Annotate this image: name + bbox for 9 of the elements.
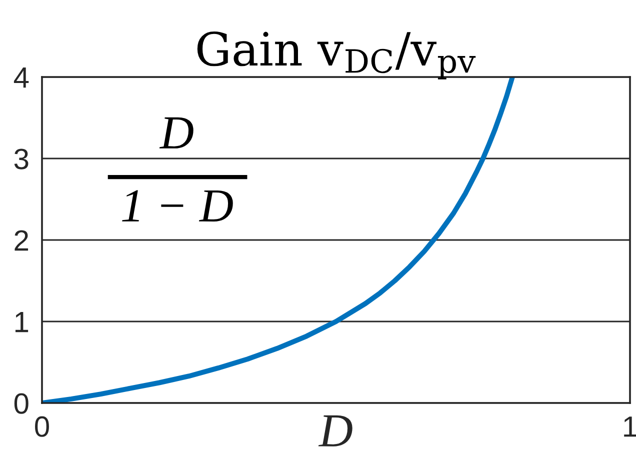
y-tick-label: 0: [14, 393, 28, 414]
annotation: 1 − D: [122, 190, 233, 222]
y-tick-label: 3: [14, 148, 28, 170]
y-tick-label: 1: [16, 312, 28, 332]
chart-title: Gain v$_{DC}$/v$_{pv}$: [197, 32, 476, 80]
x-axis-title: D: [318, 415, 352, 446]
y-tick-label: 2: [14, 230, 28, 251]
annotation: D: [159, 117, 194, 148]
y-tick-label: 4: [14, 68, 29, 88]
